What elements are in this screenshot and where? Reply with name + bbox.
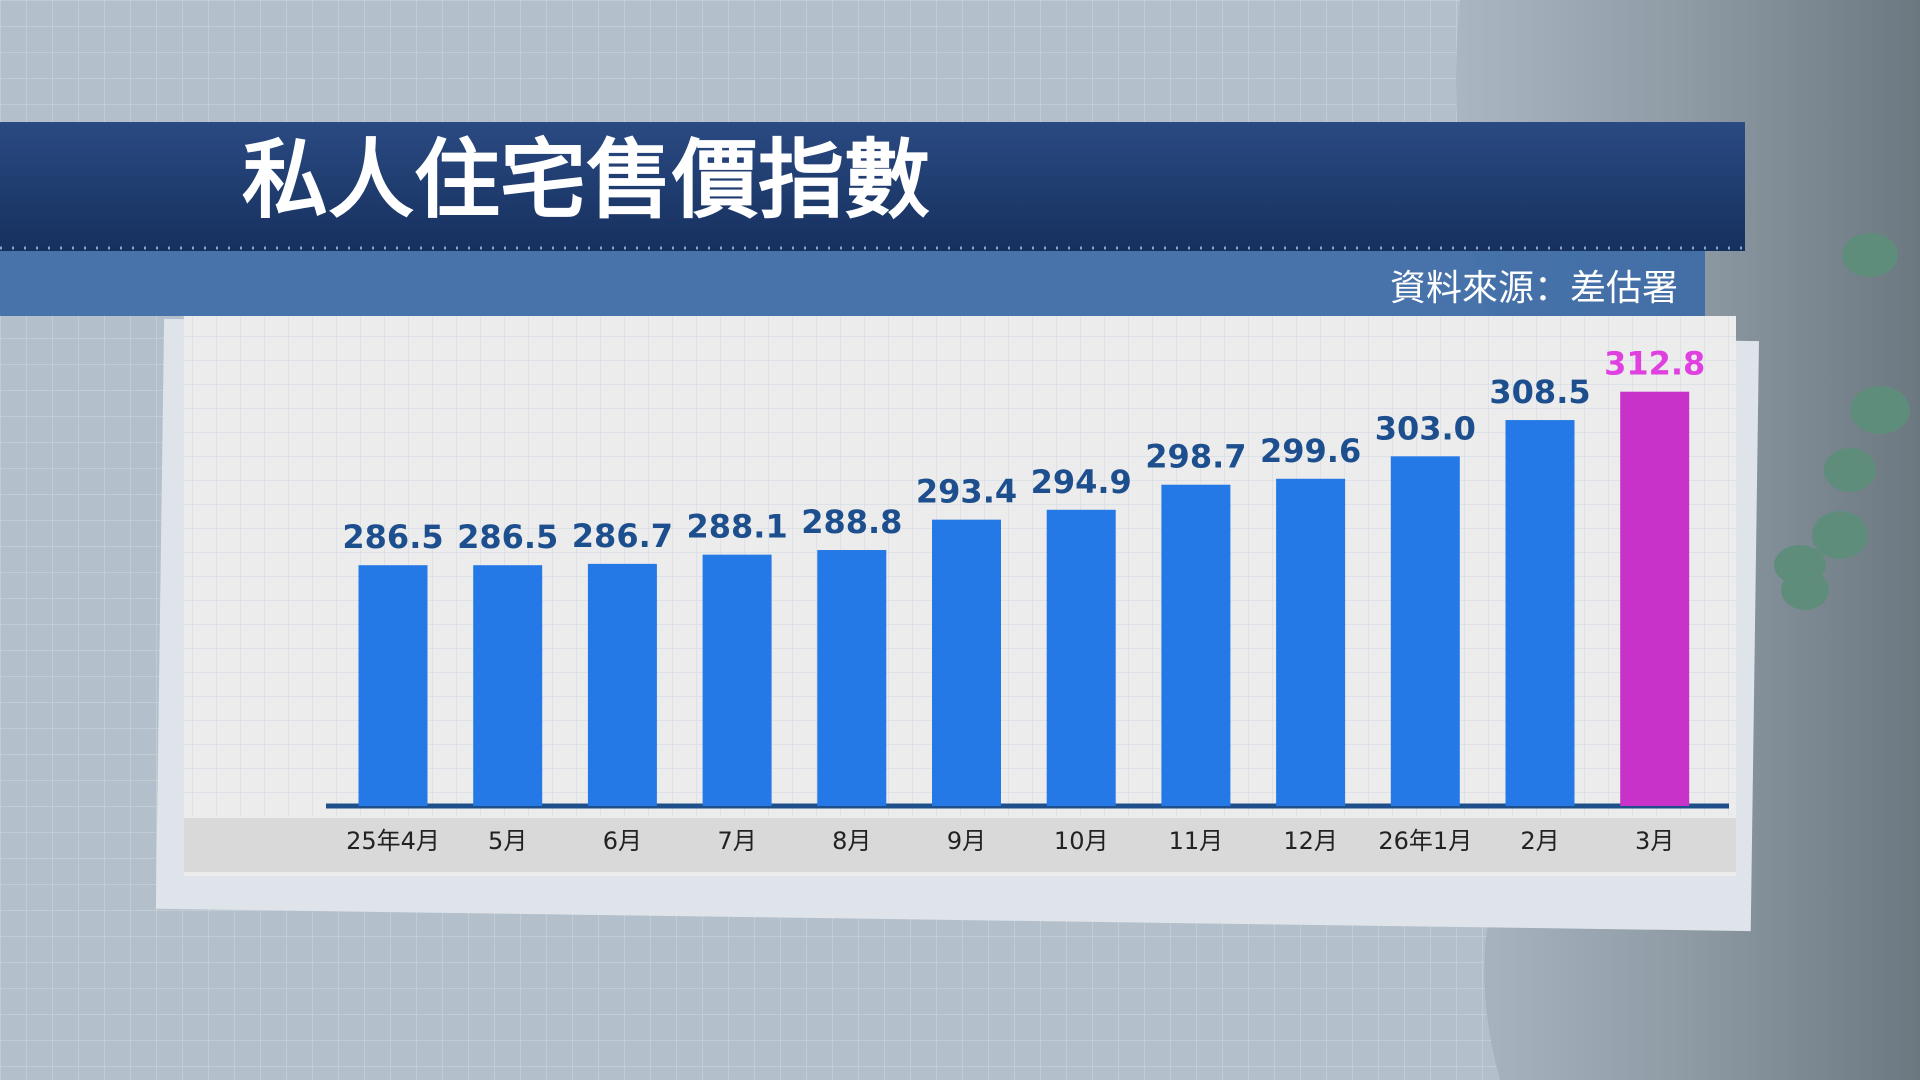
x-tick-label: 9月 (947, 827, 986, 855)
value-label: 288.8 (801, 503, 902, 541)
title-banner (0, 122, 1745, 251)
value-label: 294.9 (1031, 463, 1132, 501)
value-label: 286.7 (572, 517, 673, 555)
bar (817, 550, 887, 806)
bar (1276, 478, 1346, 806)
bar (1505, 420, 1575, 806)
bar (1390, 456, 1460, 806)
bar (1161, 484, 1231, 806)
bar (1620, 391, 1690, 806)
x-tick-label: 26年1月 (1378, 827, 1472, 855)
x-tick-label: 7月 (717, 827, 756, 855)
value-label: 288.1 (686, 508, 787, 546)
bar (702, 554, 772, 806)
x-tick-label: 2月 (1520, 827, 1559, 855)
value-label: 286.5 (457, 518, 558, 556)
x-tick-label: 10月 (1054, 827, 1109, 855)
bar (473, 565, 543, 806)
bar (587, 563, 657, 806)
source-banner (0, 251, 1705, 316)
x-tick-label: 8月 (832, 827, 871, 855)
x-tick-label: 11月 (1169, 827, 1224, 855)
value-label: 303.0 (1375, 409, 1476, 447)
chart-title: 私人住宅售價指數 (242, 130, 930, 230)
value-label: 308.5 (1489, 373, 1590, 411)
bar (1046, 509, 1116, 806)
source-text: 資料來源：差估署 (1390, 268, 1678, 309)
x-tick-label: 6月 (603, 827, 642, 855)
category-band (184, 818, 1736, 872)
value-label: 293.4 (916, 473, 1017, 511)
x-tick-label: 12月 (1283, 827, 1338, 855)
bar (932, 519, 1001, 806)
x-tick-label: 3月 (1635, 827, 1674, 855)
value-label: 298.7 (1145, 438, 1246, 476)
x-tick-label: 5月 (488, 827, 527, 855)
bar (358, 565, 428, 806)
value-label: 299.6 (1260, 432, 1361, 470)
x-tick-label: 25年4月 (346, 827, 440, 855)
value-label: 312.8 (1604, 345, 1705, 383)
trees (1774, 233, 1910, 610)
value-label: 286.5 (342, 518, 443, 556)
